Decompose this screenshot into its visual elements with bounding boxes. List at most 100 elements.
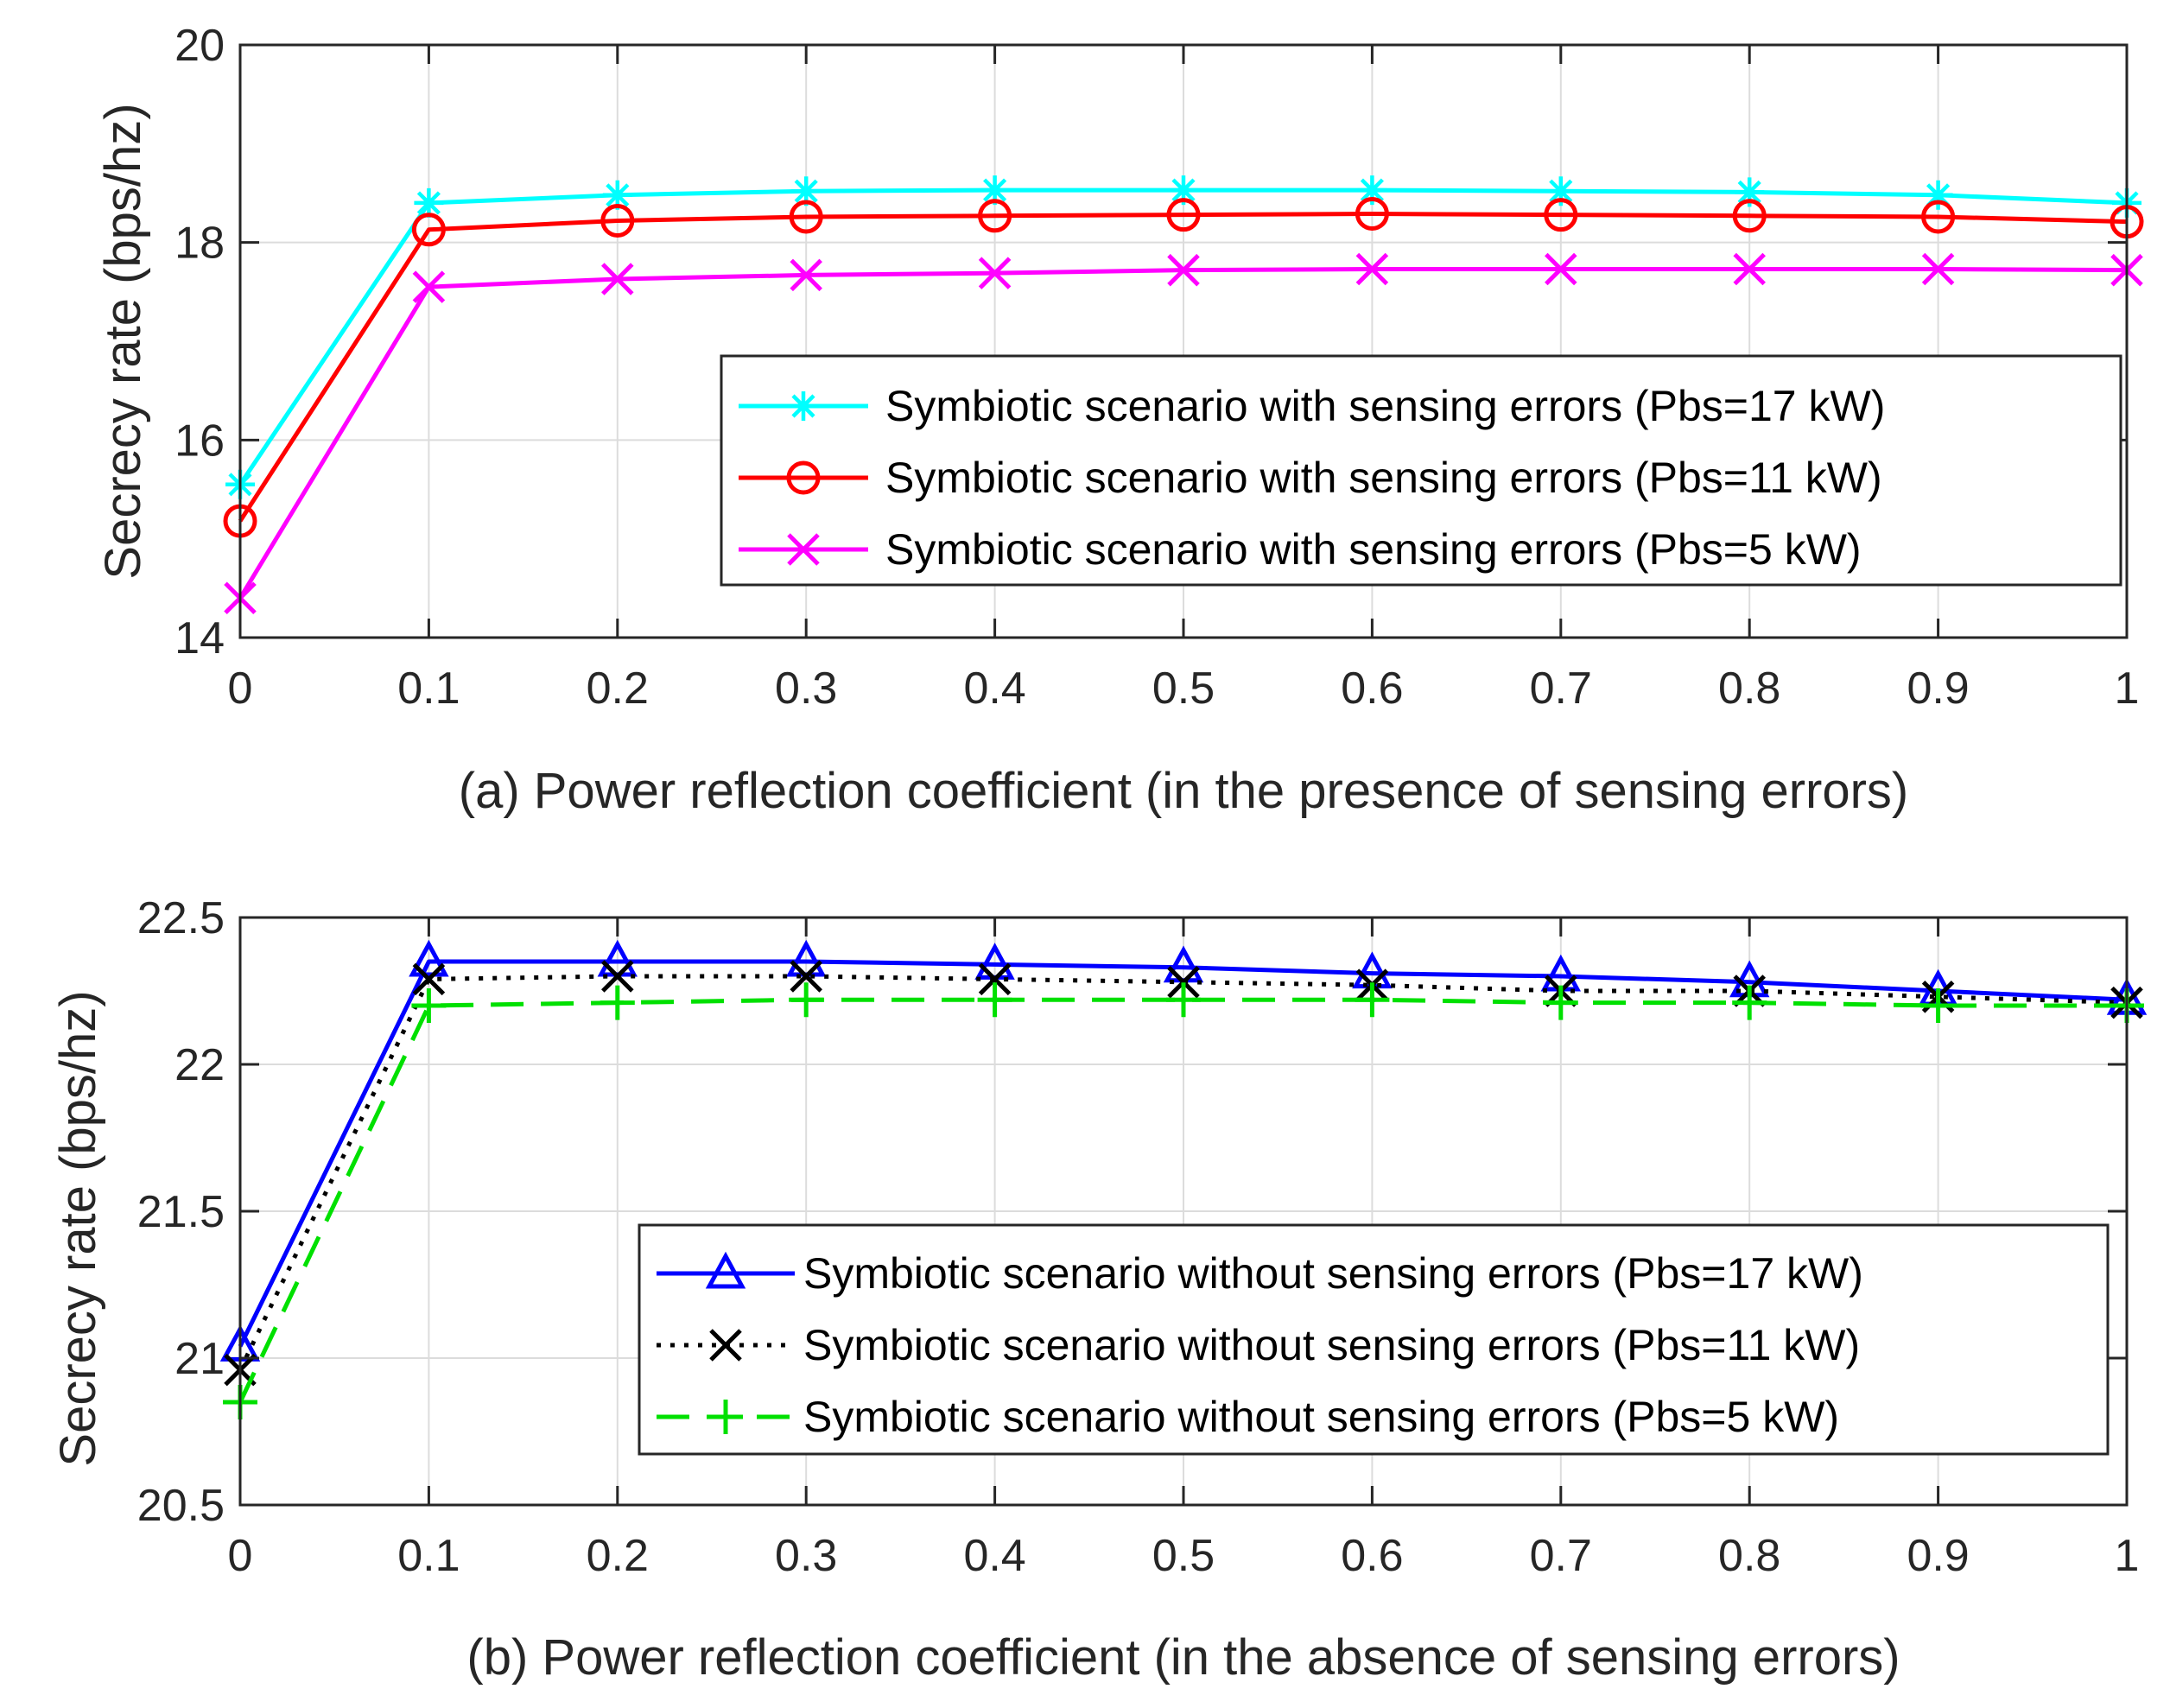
chart-a-series-2-point <box>600 204 635 238</box>
chart-b-series-3-point <box>977 982 1012 1018</box>
chart-a-legend-box <box>720 354 2122 587</box>
chart-a-series-1-point <box>1735 177 1765 207</box>
chart-a-series-2-point <box>1921 200 1956 234</box>
chart-b-series-3-point <box>411 988 447 1023</box>
chart-b-xtick-label: 0.9 <box>1907 1531 1969 1581</box>
chart-a-legend-label: Symbiotic scenario with sensing errors (… <box>885 525 1862 574</box>
chart-a-series-3-point <box>1733 252 1766 286</box>
chart-a-series-3-point <box>1545 252 1577 286</box>
chart-b-series-3-point <box>1355 982 1390 1018</box>
chart-a-series-1-point <box>980 175 1010 206</box>
chart-b-legend-entry: Symbiotic scenario without sensing error… <box>657 1393 1839 1441</box>
chart-b-ylabel: Secrecy rate (bps/hz) <box>50 990 106 1466</box>
chart-a-legend-label: Symbiotic scenario with sensing errors (… <box>885 454 1882 502</box>
chart-b-series-3-point <box>1543 985 1578 1020</box>
chart-a-xtick-label: 0.3 <box>775 664 837 714</box>
chart-a-series-1-point <box>602 180 632 210</box>
chart-b-series-2-point <box>601 960 634 993</box>
chart-a-ytick-label: 18 <box>174 219 225 269</box>
chart-a-series-1-point <box>1169 175 1198 206</box>
chart-b-ytick-label: 20.5 <box>137 1481 225 1531</box>
chart-a-xtick-label: 0.6 <box>1341 664 1403 714</box>
chart-a-ylabel: Secrecy rate (bps/hz) <box>95 103 151 579</box>
chart-b-series-3-point <box>789 982 824 1018</box>
chart-a-series-2-line <box>238 212 2128 523</box>
chart-b-legend: Symbiotic scenario without sensing error… <box>638 1223 2110 1456</box>
chart-a-series-2-point <box>1732 199 1767 233</box>
chart-a-xtick-label: 0.9 <box>1907 664 1969 714</box>
chart-a-legend-swatch-marker <box>787 533 820 566</box>
chart-a-legend-entry: Symbiotic scenario with sensing errors (… <box>739 525 1862 574</box>
chart-a-series-2-point <box>1166 198 1201 232</box>
chart-a-ticks: 0 0.1 0.2 0.3 0.4 0.5 0.6 0.7 0.8 0.9 1 14 16 18 20 <box>174 21 2139 714</box>
chart-a-xtick-label: 1 <box>2115 664 2140 714</box>
chart-b-ytick-label: 21.5 <box>137 1187 225 1237</box>
chart-a-series-2-point <box>1355 197 1389 232</box>
chart-b-xtick-label: 0.3 <box>775 1531 837 1581</box>
chart-b-legend-entry: Symbiotic scenario without sensing error… <box>657 1249 1863 1298</box>
chart-a-series-3 <box>224 252 2143 615</box>
chart-a-xtick-label: 0.7 <box>1530 664 1592 714</box>
chart-a-legend-swatch-marker <box>789 391 818 421</box>
chart-b-xtick-label: 0.6 <box>1341 1531 1403 1581</box>
chart-b-xtick-label: 0.1 <box>397 1531 460 1581</box>
chart-a-ytick-label: 14 <box>174 613 225 664</box>
chart-b-xtick-label: 1 <box>2115 1531 2140 1581</box>
chart-b-series-3 <box>223 982 2144 1419</box>
chart-a-series-3-point <box>790 258 822 292</box>
chart-b-legend-box <box>638 1223 2110 1456</box>
chart-b-xtick-label: 0.7 <box>1530 1531 1592 1581</box>
chart-a-legend: Symbiotic scenario with sensing errors (… <box>720 354 2122 587</box>
chart-a-xtick-label: 0 <box>228 664 253 714</box>
chart-a: 0 0.1 0.2 0.3 0.4 0.5 0.6 0.7 0.8 0.9 1 14 16 18 20 (a… <box>95 21 2144 819</box>
chart-b-series-3-line <box>238 997 2127 1404</box>
chart-b-series-2-point <box>790 960 822 993</box>
chart-b: 0 0.1 0.2 0.3 0.4 0.5 0.6 0.7 0.8 0.9 1 20.5 21 21.5 2… <box>50 893 2148 1686</box>
chart-a-series-2-point <box>1544 198 1578 232</box>
chart-a-series-2 <box>223 197 2144 538</box>
chart-a-series <box>223 175 2144 615</box>
chart-a-xtick-label: 0.1 <box>397 664 460 714</box>
chart-b-xlabel: (b) Power reflection coefficient (in the… <box>466 1629 1900 1686</box>
chart-b-series-3-point <box>1166 982 1201 1018</box>
chart-a-series-1-point <box>1545 176 1576 206</box>
chart-a-xtick-label: 0.2 <box>587 664 649 714</box>
chart-b-ytick-label: 22.5 <box>137 893 225 943</box>
chart-b-xtick-label: 0 <box>228 1531 253 1581</box>
chart-b-legend-swatch-marker <box>708 1400 743 1434</box>
chart-b-ytick-label: 22 <box>174 1040 225 1090</box>
chart-a-legend-entry: Symbiotic scenario with sensing errors (… <box>739 454 1882 502</box>
chart-a-xtick-label: 0.8 <box>1718 664 1780 714</box>
chart-b-xtick-label: 0.5 <box>1152 1531 1215 1581</box>
chart-b-series-2-point <box>412 962 446 996</box>
chart-a-legend-entry: Symbiotic scenario with sensing errors (… <box>739 382 1885 430</box>
chart-b-series-3-point <box>1920 988 1956 1023</box>
chart-a-series-3-point <box>1355 252 1389 286</box>
chart-a-xtick-label: 0.4 <box>963 664 1025 714</box>
chart-a-series-3-point <box>1921 252 1955 286</box>
chart-b-series-2-point <box>1167 966 1200 999</box>
chart-b-legend-label: Symbiotic scenario without sensing error… <box>803 1393 1839 1441</box>
chart-a-series-3-point <box>601 263 634 295</box>
chart-b-series-2-point <box>978 962 1012 996</box>
chart-a-series-3-point <box>1167 253 1200 287</box>
chart-a-series-2-point <box>978 199 1012 233</box>
chart-a-series-1-point <box>791 176 822 206</box>
chart-b-legend-swatch-marker <box>705 1251 746 1289</box>
chart-b-ytick-label: 21 <box>174 1334 225 1384</box>
chart-a-series-3-point <box>412 270 446 303</box>
chart-a-xtick-label: 0.5 <box>1152 664 1215 714</box>
chart-b-legend-swatch-marker <box>709 1329 742 1362</box>
chart-b-series-3-point <box>1732 985 1767 1020</box>
chart-a-ytick-label: 20 <box>174 21 225 71</box>
chart-a-series-1-point <box>414 187 444 218</box>
chart-a-legend-label: Symbiotic scenario with sensing errors (… <box>885 382 1885 430</box>
chart-a-series-2-point <box>789 200 823 234</box>
chart-b-xtick-label: 0.2 <box>587 1531 649 1581</box>
chart-b-series-1-point <box>409 939 449 977</box>
chart-b-legend-entry: Symbiotic scenario without sensing error… <box>657 1321 1860 1369</box>
chart-b-xtick-label: 0.8 <box>1718 1531 1780 1581</box>
chart-b-series-1-line <box>238 959 2128 1348</box>
chart-a-ytick-label: 16 <box>174 416 225 466</box>
